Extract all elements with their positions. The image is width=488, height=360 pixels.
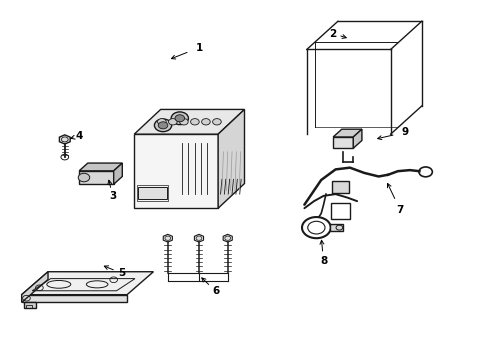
Circle shape	[175, 115, 184, 122]
Text: 6: 6	[212, 286, 219, 296]
Circle shape	[78, 173, 89, 182]
Circle shape	[179, 118, 188, 125]
Text: 3: 3	[109, 191, 116, 201]
Polygon shape	[134, 109, 244, 134]
Polygon shape	[21, 294, 127, 302]
Bar	[137, 185, 167, 201]
Polygon shape	[218, 109, 244, 208]
Polygon shape	[21, 272, 153, 294]
Polygon shape	[223, 234, 232, 242]
Polygon shape	[194, 234, 203, 242]
Text: 7: 7	[396, 205, 403, 215]
Polygon shape	[24, 302, 36, 308]
Bar	[331, 181, 348, 193]
Polygon shape	[352, 129, 361, 148]
Text: 9: 9	[401, 127, 408, 138]
Text: 2: 2	[329, 28, 336, 39]
Circle shape	[212, 118, 221, 125]
Polygon shape	[79, 163, 122, 171]
Bar	[26, 305, 32, 308]
Bar	[332, 137, 352, 148]
Bar	[79, 171, 113, 184]
Circle shape	[201, 118, 210, 125]
Circle shape	[154, 119, 171, 132]
Circle shape	[171, 112, 188, 125]
Polygon shape	[332, 129, 361, 137]
Polygon shape	[134, 134, 218, 208]
Text: 8: 8	[319, 256, 326, 266]
Polygon shape	[163, 234, 172, 242]
Circle shape	[158, 122, 167, 129]
Polygon shape	[329, 224, 342, 231]
Text: 1: 1	[195, 43, 202, 53]
Circle shape	[168, 118, 177, 125]
Circle shape	[157, 118, 166, 125]
Text: 5: 5	[119, 269, 126, 279]
Circle shape	[190, 118, 199, 125]
Bar	[138, 187, 166, 199]
Polygon shape	[59, 135, 70, 144]
Text: 4: 4	[75, 131, 82, 141]
Polygon shape	[21, 272, 48, 302]
Polygon shape	[113, 163, 122, 184]
